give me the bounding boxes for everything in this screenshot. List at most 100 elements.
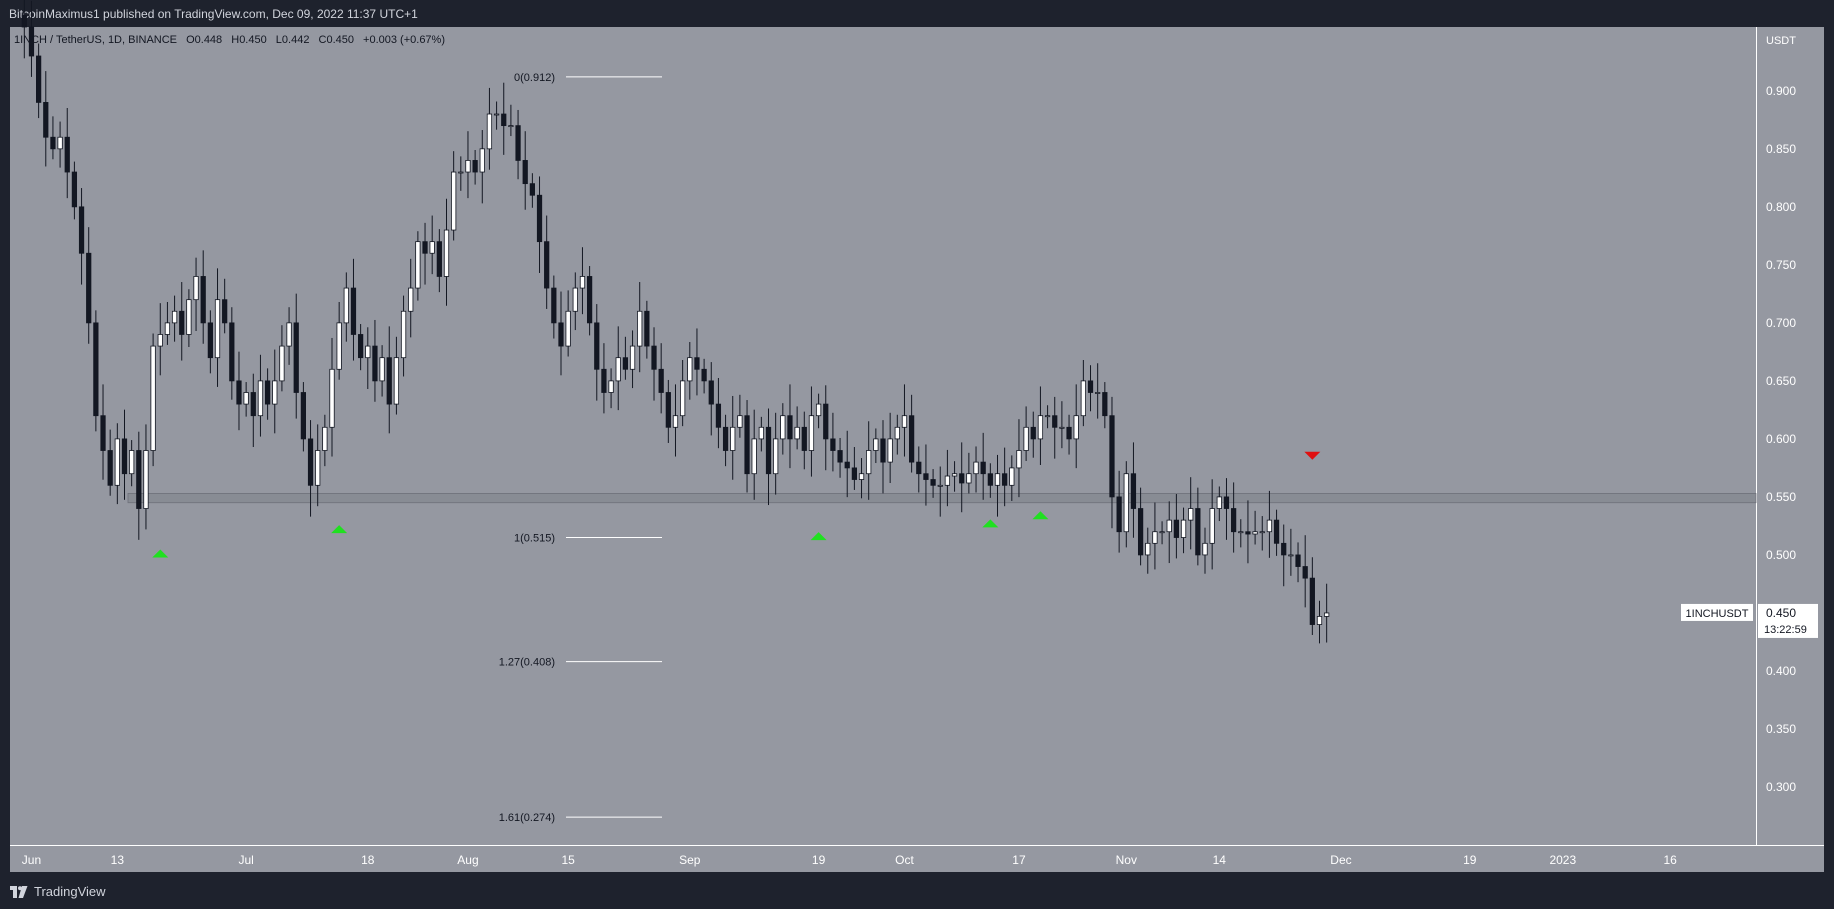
high-value: 0.450: [239, 34, 267, 46]
candle-body: [1044, 415, 1051, 418]
candle-body: [1009, 467, 1015, 486]
time-tick-label: 13: [111, 853, 125, 867]
candle-body: [322, 426, 328, 451]
candle-body: [901, 415, 908, 428]
candle-body: [1016, 450, 1022, 469]
symbol-legend[interactable]: 1INCH / TetherUS, 1D, BINANCE O0.448 H0.…: [14, 34, 445, 46]
candle-body: [730, 426, 736, 451]
candle-body: [572, 287, 578, 312]
candle-body: [1195, 508, 1201, 556]
last-price-layer: 1INCHUSDT 0.450 13:22:59: [1681, 603, 1818, 638]
candle-body: [36, 55, 42, 103]
candle-body: [286, 322, 292, 347]
support-zone-layer: [127, 493, 1757, 504]
candle-body: [150, 345, 156, 451]
time-tick-label: Oct: [895, 853, 914, 867]
candle-body: [1166, 519, 1172, 533]
candle-body: [307, 438, 314, 486]
candle-body: [1302, 566, 1308, 579]
candle-body: [1273, 519, 1280, 544]
time-axis-ticks: Jun 13 Jul 18 Aug 15 Sep 19 Oct 17 Nov 14 Dec 19 2023 1…: [22, 853, 1677, 867]
candle-body: [1266, 519, 1273, 533]
candle-body: [1023, 426, 1029, 451]
markers-layer: [152, 451, 1321, 558]
candle-body: [844, 461, 850, 469]
candle-body: [222, 299, 228, 324]
candle-body: [229, 322, 235, 382]
candle-body: [264, 380, 271, 405]
candle-body: [293, 322, 299, 393]
candle-body: [436, 241, 442, 277]
tradingview-logo[interactable]: TradingView: [10, 884, 106, 899]
candle-body: [121, 438, 128, 475]
candle-body: [966, 473, 972, 484]
candle-body: [93, 322, 99, 417]
candle-body: [1316, 616, 1323, 625]
candle-body: [987, 473, 993, 486]
low-key: L: [275, 34, 282, 46]
candle-body: [544, 241, 550, 289]
candle-body: [350, 287, 357, 335]
time-tick-label: Nov: [1116, 853, 1137, 867]
last-price-symbol-tag: [1681, 603, 1753, 621]
candle-body: [751, 438, 757, 475]
candle-body: [909, 415, 915, 463]
candle-body: [579, 276, 586, 289]
candle-body: [508, 125, 514, 128]
candle-body: [808, 415, 815, 451]
candlestick-chart[interactable]: USDT 0(0.912) 1(0.515) 1.27(0.408) 1.61(0.2…: [0, 0, 1834, 875]
candle-body: [1030, 426, 1036, 440]
candle-body: [50, 136, 56, 150]
candle-body: [186, 299, 192, 335]
candle-body: [107, 450, 113, 486]
support-bounce-arrow-icon: [152, 549, 169, 558]
candle-body: [1238, 531, 1244, 534]
support-bounce-arrow-icon: [810, 532, 827, 541]
candle-body: [329, 368, 335, 428]
candle-body: [873, 438, 879, 451]
high-key: H: [231, 34, 240, 46]
candle-body: [722, 426, 729, 451]
time-tick-label: 14: [1213, 853, 1227, 867]
candle-body: [629, 345, 636, 370]
time-tick-label: Sep: [679, 853, 701, 867]
candle-body: [708, 380, 714, 405]
open-key: O: [186, 34, 195, 46]
candle-body: [894, 426, 900, 440]
candle-body: [214, 299, 221, 359]
price-axis-panel[interactable]: [1757, 27, 1824, 845]
candle-body: [1145, 542, 1151, 556]
candle-body: [472, 160, 478, 173]
candle-body: [801, 426, 807, 451]
fib-level-label: 0(0.912): [514, 72, 555, 84]
time-axis-panel[interactable]: [10, 846, 1824, 872]
candle-body: [493, 113, 500, 116]
candle-body: [57, 136, 63, 150]
candle-body: [207, 322, 213, 359]
top-bar: BitcoinMaximus1 published on TradingView…: [0, 0, 1834, 28]
candle-body: [622, 357, 629, 370]
brand-label: TradingView: [34, 884, 106, 899]
candle-body: [658, 368, 664, 393]
fib-level-label: 1.27(0.408): [499, 657, 555, 669]
time-tick-label: 19: [1463, 853, 1477, 867]
candle-body: [815, 403, 822, 417]
candle-body: [858, 473, 865, 480]
time-tick-label: 15: [561, 853, 575, 867]
candle-body: [443, 229, 450, 277]
candle-body: [171, 310, 178, 324]
candle-body: [780, 415, 786, 440]
candle-body: [157, 334, 163, 347]
candle-body: [71, 171, 78, 208]
price-tick-label: 0.500: [1766, 548, 1796, 562]
candle-body: [651, 345, 657, 370]
fib-level-label: 1.61(0.274): [499, 812, 555, 824]
candle-body: [923, 473, 929, 480]
candle-body: [300, 392, 307, 440]
candle-body: [465, 160, 471, 173]
published-caption: BitcoinMaximus1 published on TradingView…: [9, 7, 418, 21]
price-tick-label: 0.650: [1766, 374, 1796, 388]
price-axis-ticks: 0.900 0.850 0.800 0.750 0.700 0.650 0.600 0.550…: [1766, 84, 1796, 794]
change-value: +0.003 (+0.67%): [363, 34, 445, 46]
candle-body: [694, 357, 700, 370]
